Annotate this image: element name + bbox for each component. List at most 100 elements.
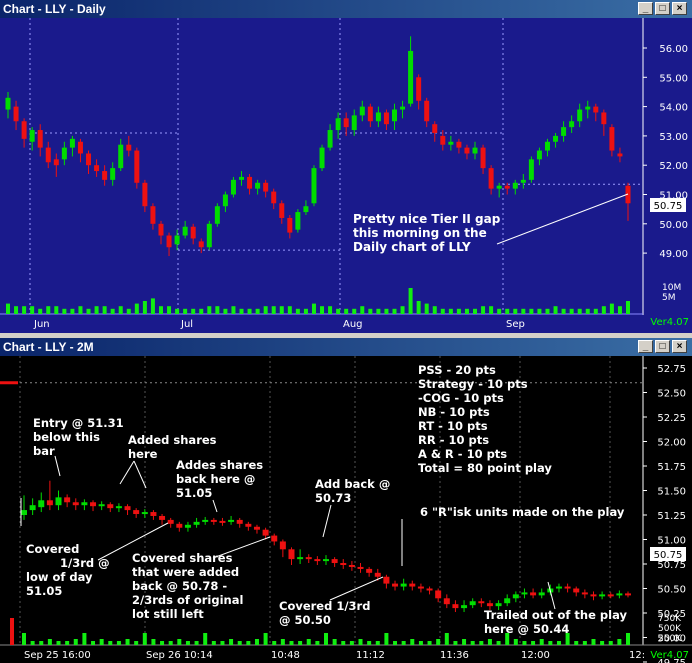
intraday-volume-bar bbox=[479, 641, 484, 645]
daily-volume-bar bbox=[360, 306, 365, 314]
daily-volume-bar bbox=[118, 306, 123, 314]
pointer-added-1 bbox=[119, 460, 135, 485]
intraday-chart-title: Chart - LLY - 2M bbox=[3, 340, 94, 354]
daily-candle-body bbox=[158, 223, 164, 236]
daily-volume-bar bbox=[150, 298, 155, 314]
daily-volume-bar bbox=[175, 308, 180, 314]
daily-volume-bar bbox=[303, 308, 308, 314]
intraday-volume-bar bbox=[341, 641, 346, 645]
intraday-volume-bar bbox=[582, 641, 587, 645]
daily-volume-bar bbox=[432, 306, 437, 314]
close-button[interactable]: × bbox=[672, 2, 687, 15]
close-button-2[interactable]: × bbox=[672, 340, 687, 353]
intraday-candle-body bbox=[124, 506, 131, 511]
daily-volume-bar bbox=[110, 308, 115, 314]
intraday-candle-body bbox=[409, 583, 416, 587]
daily-candle-body bbox=[190, 226, 196, 239]
intraday-volume-bar bbox=[393, 641, 398, 645]
daily-candle-body bbox=[319, 147, 325, 169]
daily-candle-body bbox=[126, 144, 132, 151]
maximize-button[interactable]: □ bbox=[655, 2, 670, 15]
intraday-volume-tick: 500K bbox=[658, 624, 682, 634]
daily-candle-body bbox=[617, 153, 623, 157]
pointer-trailed bbox=[547, 581, 556, 610]
intraday-price-tick: 51.50 bbox=[657, 487, 686, 498]
intraday-volume-bar bbox=[531, 641, 536, 645]
covered-shares-note-1: Covered shares bbox=[132, 551, 233, 565]
intraday-candle-body bbox=[607, 594, 614, 597]
intraday-volume-bar bbox=[367, 641, 372, 645]
intraday-price-chart[interactable]: 52.75 52.50 52.25 52.00 51.75 51.50 51.25 51.00… bbox=[0, 356, 692, 663]
daily-volume-bar bbox=[626, 301, 630, 314]
intraday-candle-body bbox=[115, 506, 122, 509]
intraday-price-tick: 50.25 bbox=[657, 609, 686, 620]
daily-volume-bar bbox=[295, 308, 300, 314]
intraday-price-tick: 52.00 bbox=[657, 438, 686, 449]
daily-candle-body bbox=[94, 165, 100, 172]
intraday-volume-bar bbox=[349, 641, 354, 645]
intraday-volume-bar bbox=[229, 639, 234, 645]
intraday-version: Ver4.07 bbox=[650, 650, 689, 661]
daily-volume-bar bbox=[537, 308, 542, 314]
daily-candle-body bbox=[182, 226, 188, 236]
daily-volume-bar bbox=[328, 306, 333, 314]
daily-candle-body bbox=[150, 206, 156, 224]
daily-volume-bar bbox=[368, 308, 373, 314]
daily-candle-body bbox=[53, 159, 59, 166]
daily-candle-body bbox=[520, 179, 526, 183]
daily-volume-bar bbox=[352, 308, 357, 314]
daily-volume-bar bbox=[223, 308, 228, 314]
daily-volume-bar bbox=[86, 308, 91, 314]
maximize-button-2[interactable]: □ bbox=[655, 340, 670, 353]
daily-candle-body bbox=[311, 168, 317, 204]
daily-candle-body bbox=[440, 135, 446, 145]
daily-price-chart[interactable]: 56.00 55.00 54.00 53.00 52.00 51.00 50.00 49.00… bbox=[0, 18, 692, 333]
intraday-volume-bar bbox=[522, 641, 527, 645]
intraday-price-badge-bg bbox=[650, 547, 686, 561]
daily-volume-bar bbox=[617, 306, 622, 314]
intraday-volume-bar bbox=[306, 639, 311, 645]
intraday-candle-body bbox=[590, 594, 597, 597]
intraday-candle-body bbox=[219, 520, 226, 523]
score-line-8: Total = 80 point play bbox=[418, 461, 552, 475]
intraday-price-tick: 51.00 bbox=[657, 536, 686, 547]
intraday-candle-body bbox=[599, 594, 606, 597]
daily-volume-bar bbox=[6, 303, 10, 314]
intraday-candle-body bbox=[340, 563, 347, 566]
intraday-candle-body bbox=[64, 497, 71, 503]
intraday-volume-bar bbox=[462, 639, 467, 645]
daily-candle-body bbox=[561, 127, 567, 136]
daily-candle-body bbox=[593, 106, 599, 113]
daily-volume-bar bbox=[585, 308, 590, 314]
intraday-volume-bar bbox=[142, 633, 147, 645]
daily-candle-body bbox=[327, 130, 333, 148]
intraday-price-tick: 52.75 bbox=[657, 364, 686, 375]
daily-price-tick: 55.00 bbox=[659, 73, 688, 84]
intraday-candle-body bbox=[98, 504, 105, 507]
intraday-volume-bar bbox=[194, 641, 199, 645]
daily-volume-bar bbox=[46, 306, 51, 314]
intraday-volume-bar bbox=[125, 639, 130, 645]
daily-candle-body bbox=[279, 203, 285, 218]
intraday-candle-body bbox=[46, 500, 53, 506]
daily-volume-bar bbox=[102, 306, 107, 314]
minimize-button-2[interactable]: _ bbox=[638, 340, 653, 353]
daily-volume-bar bbox=[199, 308, 204, 314]
daily-candle-body bbox=[359, 106, 365, 116]
intraday-volume-bar bbox=[565, 633, 570, 645]
daily-candle-body bbox=[13, 106, 19, 122]
intraday-volume-bar bbox=[108, 641, 113, 645]
minimize-button[interactable]: _ bbox=[638, 2, 653, 15]
daily-volume-bar bbox=[505, 308, 510, 314]
intraday-volume-tick: 250K bbox=[658, 634, 682, 644]
daily-volume-bar bbox=[70, 308, 75, 314]
daily-candle-body bbox=[198, 241, 204, 248]
intraday-candle-body bbox=[193, 521, 200, 525]
intraday-candle-body bbox=[435, 590, 442, 599]
intraday-candle-body bbox=[90, 502, 97, 507]
intraday-price-badge: 50.75 bbox=[654, 550, 683, 561]
intraday-candle-body bbox=[417, 586, 424, 589]
intraday-volume-bar bbox=[134, 641, 139, 645]
intraday-candle-body bbox=[348, 564, 355, 567]
intraday-candle-body bbox=[357, 566, 364, 569]
